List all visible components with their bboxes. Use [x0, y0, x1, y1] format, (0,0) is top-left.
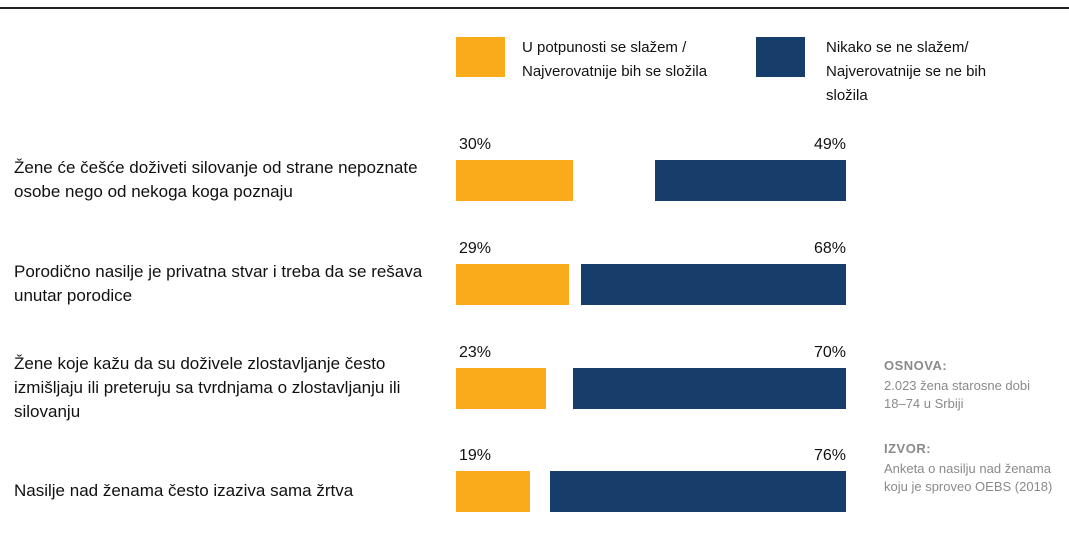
- note-text: Anketa o nasilju nad ženama koju je spro…: [884, 461, 1053, 494]
- legend-swatch: [756, 37, 805, 77]
- legend-swatch: [456, 37, 505, 77]
- bar: [549, 470, 846, 512]
- category-label: Porodično nasilje je privatna stvar i tr…: [14, 262, 423, 305]
- bar: [573, 367, 846, 409]
- value-label: 49%: [813, 135, 846, 153]
- value-label: 76%: [813, 446, 846, 464]
- note-heading: IZVOR:: [884, 441, 932, 456]
- bar: [456, 367, 546, 409]
- note-text: 2.023 žena starosne dobi 18–74 u Srbiji: [884, 378, 1030, 411]
- bar: [456, 159, 573, 201]
- bar: [456, 470, 531, 512]
- bar: [580, 263, 846, 305]
- value-label: 30%: [459, 135, 492, 153]
- value-label: 19%: [459, 446, 492, 464]
- category-label: Žene koje kažu da su doživele zlostavlja…: [14, 354, 401, 421]
- value-label: 68%: [813, 239, 846, 257]
- category-label: Nasilje nad ženama često izaziva sama žr…: [14, 481, 354, 500]
- bar: [456, 263, 570, 305]
- value-label: 70%: [813, 343, 846, 361]
- bar: [654, 159, 846, 201]
- note-heading: OSNOVA:: [884, 358, 948, 373]
- top-rule: [0, 7, 1069, 9]
- legend-label: Nikako se ne slažem/ Najverovatnije se n…: [826, 39, 987, 104]
- value-label: 29%: [459, 239, 492, 257]
- value-label: 23%: [459, 343, 492, 361]
- legend-label: U potpunosti se slažem / Najverovatnije …: [522, 39, 708, 80]
- category-label: Žene će češće doživeti silovanje od stra…: [14, 158, 418, 201]
